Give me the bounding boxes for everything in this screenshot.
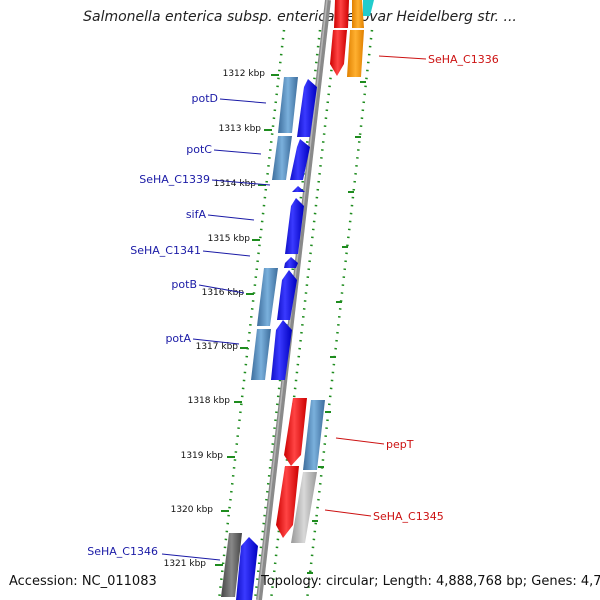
gene-potA-steel[interactable]: [251, 329, 271, 380]
tick-label-1315: 1315 kbp: [208, 234, 251, 244]
label-sifA[interactable]: sifA: [186, 208, 207, 221]
tick-label-1320: 1320 kbp: [171, 505, 214, 515]
gene-potC-steel[interactable]: [272, 136, 292, 180]
gene-SeHA_C1346-arrow[interactable]: [236, 537, 258, 600]
label-SeHA_C1345[interactable]: SeHA_C1345: [373, 510, 444, 523]
label-potB[interactable]: potB: [171, 278, 197, 291]
map-title: Salmonella enterica subsp. enterica sero…: [83, 9, 517, 25]
tick-label-1314: 1314 kbp: [214, 179, 257, 189]
gene-pepT-red-arrow[interactable]: [284, 398, 307, 466]
tick-label-1316: 1316 kbp: [202, 288, 245, 298]
label-SeHA_C1336[interactable]: SeHA_C1336: [428, 53, 499, 66]
guide-line-inner-left: [217, 29, 286, 600]
label-potC[interactable]: potC: [186, 143, 212, 156]
gene-SeHA_C1341-arrow[interactable]: [284, 257, 298, 268]
label-SeHA_C1346[interactable]: SeHA_C1346: [87, 545, 158, 558]
left-label-connectors: [161, 98, 271, 561]
gene-potD-steel[interactable]: [278, 77, 298, 133]
tick-label-1313: 1313 kbp: [219, 124, 262, 134]
tick-marks: [215, 74, 366, 574]
gene-SeHA_C1336-orange[interactable]: [347, 30, 364, 77]
tick-label-1319: 1319 kbp: [181, 451, 224, 461]
topology-text: Topology: circular; Length: 4,888,768 bp…: [261, 574, 600, 589]
gene-potA-arrow[interactable]: [271, 320, 292, 380]
gene-SeHA_C1346-gray[interactable]: [221, 533, 242, 597]
gene-top-red-cap[interactable]: [334, 0, 349, 28]
label-SeHA_C1341[interactable]: SeHA_C1341: [130, 244, 201, 257]
tick-label-1312: 1312 kbp: [223, 69, 266, 79]
label-potA[interactable]: potA: [165, 332, 191, 345]
gene-pepT-steel[interactable]: [303, 400, 325, 470]
gene-top-orange-cap[interactable]: [352, 0, 364, 28]
accession-text: Accession: NC_011083: [9, 574, 157, 589]
gene-potC-arrow[interactable]: [290, 139, 310, 180]
gene-potD-arrow[interactable]: [297, 79, 317, 137]
gene-sifA-arrow[interactable]: [285, 198, 304, 254]
gene-SeHA_C1345-gray[interactable]: [291, 472, 317, 543]
tick-label-1318: 1318 kbp: [188, 396, 231, 406]
gene-top-red-arrow[interactable]: [330, 30, 347, 76]
label-SeHA_C1339[interactable]: SeHA_C1339: [139, 173, 210, 186]
gene-top-cyan-cap[interactable]: [363, 0, 374, 16]
gene-potB-arrow[interactable]: [277, 270, 297, 320]
label-pepT[interactable]: pepT: [386, 438, 414, 451]
gene-SeHA_C1345-red-arrow[interactable]: [276, 466, 299, 538]
label-potD[interactable]: potD: [192, 92, 219, 105]
gene-SeHA_C1339-arrow[interactable]: [292, 186, 305, 192]
tick-label-1321: 1321 kbp: [164, 559, 207, 569]
tick-label-1317: 1317 kbp: [196, 342, 239, 352]
gene-potB-steel[interactable]: [257, 268, 278, 326]
right-label-connectors: [324, 55, 427, 517]
